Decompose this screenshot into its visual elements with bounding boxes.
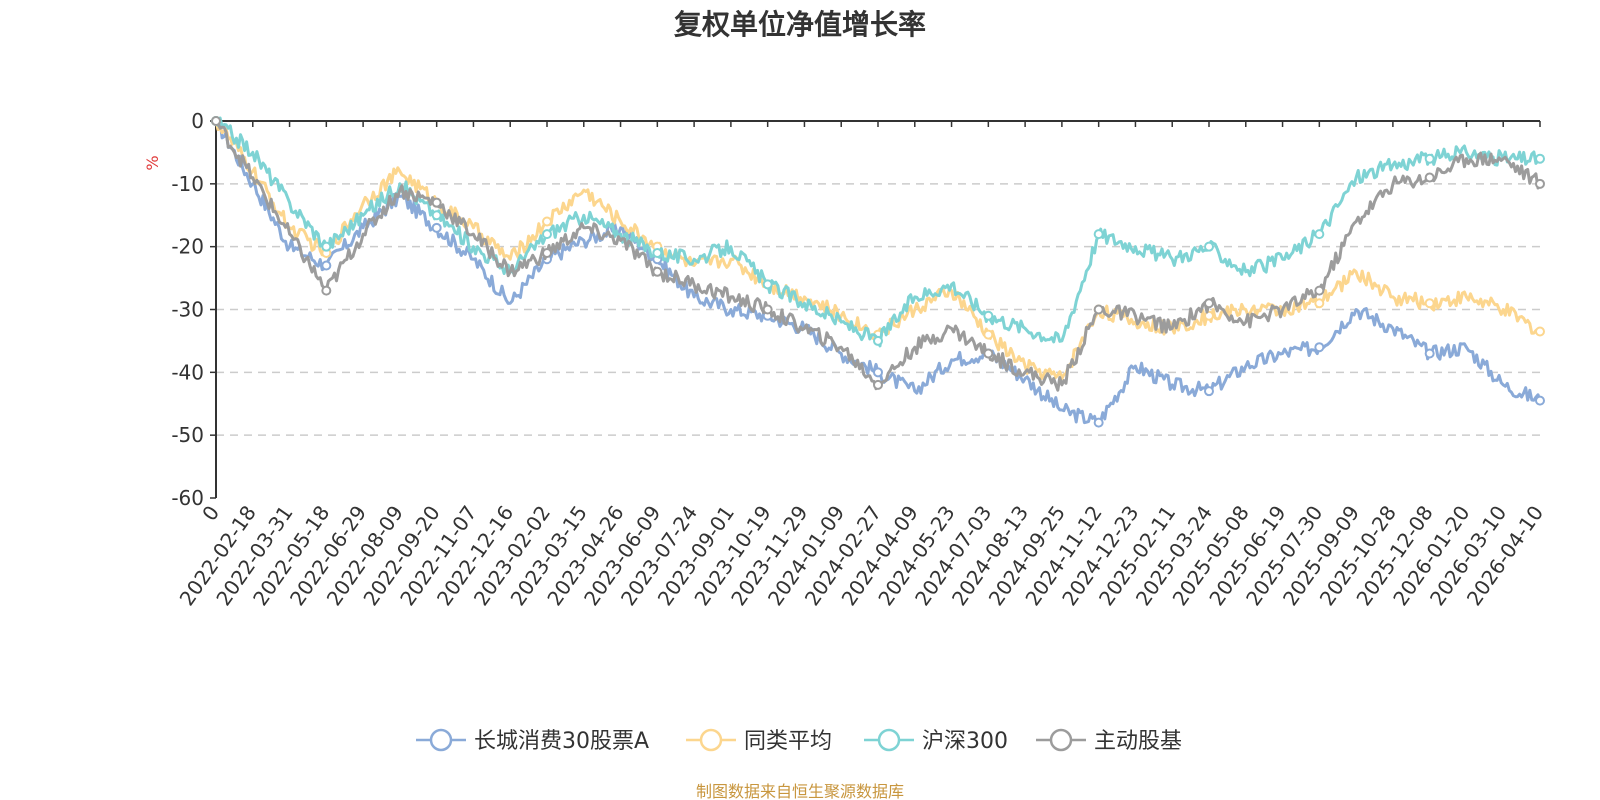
series-point (1535, 326, 1545, 337)
series-point (1204, 298, 1214, 309)
series-point (762, 304, 773, 315)
y-axis-unit-label: % (143, 155, 162, 170)
series-point (1535, 153, 1545, 164)
series-point (873, 367, 883, 378)
series-point (1424, 348, 1435, 359)
y-tick-label: -50 (171, 423, 204, 447)
series-point (1314, 285, 1325, 296)
y-tick-label: -60 (171, 486, 204, 510)
series-point (431, 210, 442, 221)
legend-swatch-marker[interactable] (699, 728, 723, 752)
legend-label[interactable]: 沪深300 (922, 729, 1008, 754)
series-point (873, 335, 883, 346)
series-point (1314, 342, 1325, 353)
series-point (1314, 229, 1325, 240)
series-point (1204, 386, 1214, 397)
legend-swatch-marker[interactable] (1049, 728, 1073, 752)
series-point (211, 116, 221, 126)
series-point (542, 229, 552, 240)
y-tick-label: -30 (171, 298, 204, 322)
series-point (321, 241, 332, 252)
series-point (1093, 417, 1104, 428)
series-point (652, 247, 663, 258)
legend-label[interactable]: 长城消费30股票A (474, 729, 649, 754)
legend: 长城消费30股票A 同类平均 沪深300 主动股基 (416, 728, 1182, 754)
series-point (542, 247, 552, 258)
y-tick-label: 0 (191, 109, 204, 133)
legend-swatch-marker[interactable] (429, 728, 453, 752)
series-point (652, 266, 663, 277)
series-line (214, 116, 1542, 348)
series-point (762, 279, 773, 290)
series-line (214, 120, 1542, 392)
series-line (214, 117, 1542, 426)
y-tick-label: -10 (171, 172, 204, 196)
legend-label[interactable]: 主动股基 (1094, 729, 1182, 754)
chart-title: 复权单位净值增长率 (674, 8, 926, 41)
series-point (1535, 395, 1545, 406)
series-point (1535, 178, 1545, 189)
series-point (542, 216, 552, 227)
series-point (431, 197, 442, 208)
series-point (1093, 229, 1104, 240)
series-point (873, 379, 883, 390)
series-point (983, 310, 994, 321)
series-point (1424, 298, 1435, 309)
series-point (1314, 298, 1325, 309)
source-note: 制图数据来自恒生聚源数据库 (696, 782, 904, 800)
series-point (1093, 304, 1104, 315)
series-lines (211, 116, 1545, 428)
series-point (1204, 241, 1214, 252)
series-point (321, 260, 332, 271)
series-point (983, 348, 994, 359)
legend-label[interactable]: 同类平均 (744, 729, 832, 754)
y-tick-label: -40 (171, 360, 204, 384)
legend-swatch-marker[interactable] (877, 728, 901, 752)
x-tick-label: 0 (197, 501, 224, 525)
series-point (431, 222, 442, 233)
series-point (321, 285, 332, 296)
y-tick-label: -20 (171, 235, 204, 259)
series-point (1204, 310, 1214, 321)
series-point (983, 329, 994, 340)
gridlines (216, 183, 1540, 436)
series-point (1424, 172, 1435, 183)
series-point (1424, 153, 1435, 164)
